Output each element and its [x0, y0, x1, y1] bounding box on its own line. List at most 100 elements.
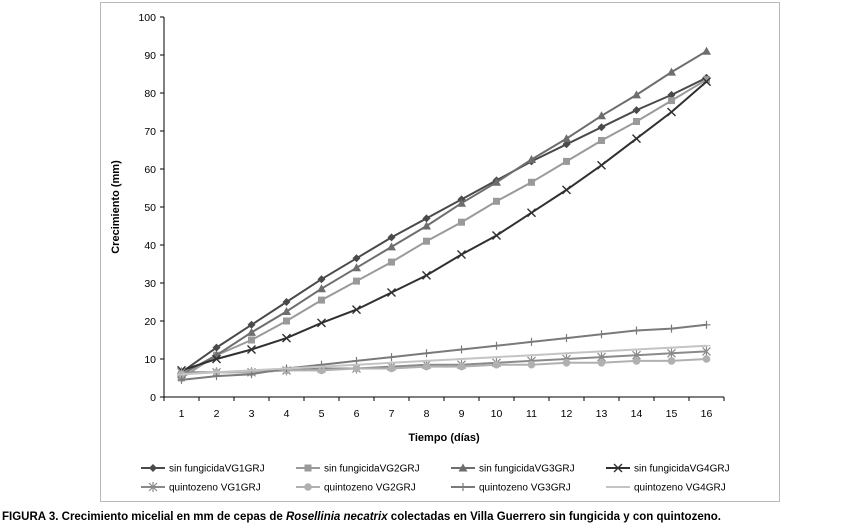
legend-swatch-marker [458, 463, 468, 472]
series-3-point [562, 134, 571, 143]
series-4-point [527, 208, 536, 218]
series-1-point [282, 298, 291, 306]
series-4-point [632, 134, 641, 144]
series-4-point [457, 250, 466, 259]
series-6-point [352, 364, 361, 373]
series-2-point [633, 118, 640, 125]
series-7-point [527, 337, 536, 346]
caption-prefix: FIGURA 3. Crecimiento micelial en mm de … [2, 511, 286, 523]
series-7-point [702, 320, 711, 329]
y-tick-label: 100 [138, 12, 156, 24]
legend-label: sin fungicidaVG3GRJ [479, 464, 575, 475]
series-2-point [703, 76, 710, 84]
x-tick-label: 6 [354, 408, 360, 420]
series-7-point [422, 349, 431, 358]
legend-swatch-marker [304, 483, 312, 491]
x-tick-label: 16 [701, 408, 713, 420]
series-6-point [562, 359, 571, 367]
series-7-point [177, 375, 186, 384]
series-line-4 [181, 80, 708, 372]
series-4-point [667, 107, 676, 117]
series-4-point [317, 318, 326, 328]
series-1-point [632, 106, 641, 115]
series-2-point [353, 277, 360, 285]
series-3-point [492, 177, 501, 186]
series-4-point [562, 185, 571, 195]
series-line-1 [180, 76, 707, 374]
series-7-point [352, 356, 361, 365]
series-2-point [318, 296, 325, 304]
series-4-point [492, 231, 501, 240]
legend-swatch-marker [148, 482, 158, 492]
series-3-point [352, 263, 361, 272]
x-tick-label: 12 [561, 408, 573, 420]
series-6-point [422, 362, 431, 371]
series-7-point [247, 370, 256, 379]
series-6-point [667, 357, 676, 365]
series-7-point [387, 353, 396, 362]
series-4-point [702, 77, 711, 87]
series-4-point [282, 333, 291, 343]
series-line-8 [181, 344, 707, 376]
y-tick-label: 20 [144, 316, 156, 328]
legend-label: quintozeno VG3GRJ [479, 483, 571, 494]
series-6-point [632, 357, 641, 365]
series-3-point [317, 284, 326, 293]
series-4-point [212, 354, 221, 364]
x-tick-label: 11 [526, 408, 537, 420]
series-2-point [563, 157, 570, 165]
series-1-point [212, 343, 221, 352]
series-2-point [598, 137, 605, 144]
series-1-point [317, 275, 326, 284]
x-tick-label: 3 [249, 408, 255, 420]
series-6-point [527, 360, 536, 369]
series-4-point [597, 160, 606, 170]
y-axis-title: Crecimiento (mm) [110, 160, 122, 254]
x-tick-label: 2 [214, 408, 220, 420]
caption-species: Rosellinia necatrix [285, 511, 388, 523]
caption-suffix: colectadas en Villa Guerrero sin fungici… [387, 511, 721, 523]
y-tick-label: 40 [144, 240, 156, 252]
legend-swatch-marker [613, 463, 623, 473]
x-tick-label: 9 [459, 408, 465, 420]
series-5-point [702, 346, 711, 357]
series-1-point [562, 140, 571, 149]
series-3-point [597, 111, 606, 120]
figure-caption: FIGURA 3. Crecimiento micelial en mm de … [2, 511, 721, 523]
series-7-point [212, 372, 221, 381]
series-7-point [457, 345, 466, 354]
series-2-point [248, 336, 255, 344]
series-3-point [632, 90, 641, 99]
y-tick-label: 60 [144, 164, 156, 176]
series-2-point [668, 97, 675, 105]
series-3-point [527, 155, 536, 163]
legend-label: sin fungicidaVG4GRJ [634, 464, 730, 475]
series-3-point [457, 198, 466, 207]
x-tick-label: 15 [666, 408, 678, 420]
series-7-point [667, 324, 676, 333]
series-6-point [317, 366, 326, 375]
series-1-point [597, 123, 606, 132]
series-7-point [562, 334, 571, 343]
x-tick-label: 13 [596, 408, 608, 420]
series-3-point [247, 327, 256, 336]
y-tick-label: 80 [144, 88, 156, 100]
series-3-point [282, 307, 291, 315]
series-6-point [387, 364, 396, 373]
x-axis-title: Tiempo (días) [408, 432, 480, 444]
series-7-point [492, 341, 501, 350]
x-tick-label: 5 [319, 408, 325, 420]
x-tick-label: 1 [179, 408, 185, 420]
x-tick-label: 4 [284, 408, 290, 420]
y-tick-label: 0 [150, 392, 156, 404]
series-4-point [387, 288, 396, 297]
series-7-point [597, 330, 606, 339]
series-line-7 [181, 323, 707, 381]
x-tick-label: 8 [424, 408, 430, 420]
series-2-point [458, 218, 465, 226]
series-4-point [422, 270, 431, 280]
legend-label: quintozeno VG1GRJ [169, 483, 261, 494]
legend-swatch-marker [459, 483, 467, 491]
series-line-2 [180, 78, 708, 379]
